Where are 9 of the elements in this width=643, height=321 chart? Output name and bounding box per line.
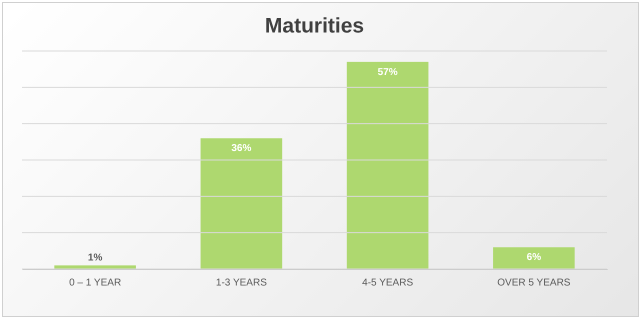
data-label: 36%	[231, 143, 252, 154]
x-tick-label: OVER 5 YEARS	[497, 278, 571, 288]
x-tick-label: 0 – 1 YEAR	[69, 278, 122, 288]
x-tick-label: 1-3 YEARS	[216, 278, 268, 288]
x-tick-label: 4-5 YEARS	[362, 278, 414, 288]
data-label: 57%	[378, 66, 398, 78]
data-label: 1%	[88, 252, 102, 264]
chart-title: Maturities	[264, 14, 364, 38]
data-label: 6%	[526, 252, 542, 264]
